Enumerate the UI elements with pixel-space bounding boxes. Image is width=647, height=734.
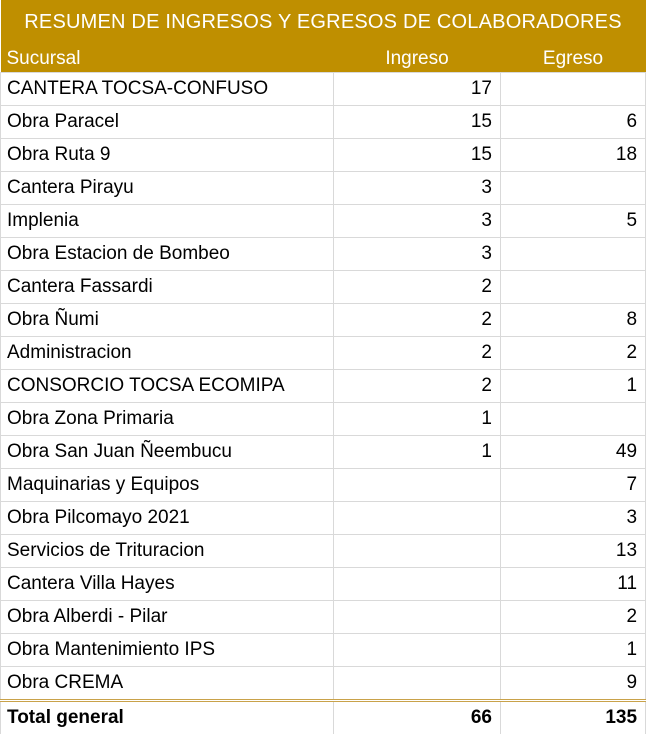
cell-sucursal[interactable]: CANTERA TOCSA-CONFUSO [0,72,334,106]
cell-egreso[interactable]: 18 [499,138,647,172]
cell-egreso[interactable]: 7 [499,468,647,502]
cell-ingreso[interactable]: 2 [333,336,501,370]
cell-egreso[interactable]: 3 [499,501,647,535]
cell-egreso[interactable]: 1 [499,369,647,403]
cell-egreso[interactable]: 49 [499,435,647,469]
cell-sucursal[interactable]: Cantera Pirayu [0,171,334,205]
cell-ingreso[interactable]: 17 [333,72,501,106]
cell-ingreso[interactable] [333,666,501,701]
table-row: Obra Paracel 15 6 [0,105,647,139]
cell-ingreso[interactable]: 15 [333,138,501,172]
cell-sucursal[interactable]: Cantera Villa Hayes [0,567,334,601]
table-row: Implenia 3 5 [0,204,647,238]
cell-egreso[interactable]: 9 [499,666,647,701]
table-row: Obra Alberdi - Pilar 2 [0,600,647,634]
total-separator-line [0,699,646,703]
table-row: Cantera Fassardi 2 [0,270,647,304]
cell-ingreso[interactable] [333,534,501,568]
cell-sucursal[interactable]: Obra Zona Primaria [0,402,334,436]
cell-ingreso[interactable]: 15 [333,105,501,139]
cell-sucursal[interactable]: Obra Paracel [0,105,334,139]
cell-egreso[interactable]: 2 [499,336,647,370]
header-ingreso[interactable]: Ingreso [333,44,501,73]
total-row: Total general 66 135 [0,702,647,734]
table-row: CANTERA TOCSA-CONFUSO 17 [0,72,647,106]
cell-ingreso[interactable] [333,468,501,502]
cell-sucursal[interactable]: Obra Ruta 9 [0,138,334,172]
total-label[interactable]: Total general [0,702,334,734]
cell-egreso[interactable]: 6 [499,105,647,139]
cell-ingreso[interactable] [333,600,501,634]
cell-ingreso[interactable]: 3 [333,237,501,271]
table-row: Obra Ñumi 2 8 [0,303,647,337]
cell-sucursal[interactable]: Obra CREMA [0,666,334,701]
cell-sucursal[interactable]: Administracion [0,336,334,370]
total-separator [0,699,646,703]
cell-egreso[interactable]: 8 [499,303,647,337]
cell-ingreso[interactable]: 1 [333,435,501,469]
header-sucursal[interactable]: Sucursal [0,44,334,73]
cell-sucursal[interactable]: Implenia [0,204,334,238]
table-title: RESUMEN DE INGRESOS Y EGRESOS DE COLABOR… [0,0,646,44]
cell-egreso[interactable] [499,270,647,304]
table-row: Obra CREMA 9 [0,666,647,701]
cell-egreso[interactable]: 2 [499,600,647,634]
cell-sucursal[interactable]: Obra Pilcomayo 2021 [0,501,334,535]
cell-ingreso[interactable]: 2 [333,369,501,403]
cell-egreso[interactable] [499,72,647,106]
table-row: Obra San Juan Ñeembucu 1 49 [0,435,647,469]
title-row: RESUMEN DE INGRESOS Y EGRESOS DE COLABOR… [0,0,646,44]
table-row: CONSORCIO TOCSA ECOMIPA 2 1 [0,369,647,403]
table-row: Cantera Villa Hayes 11 [0,567,647,601]
header-row: Sucursal Ingreso Egreso [0,44,646,73]
cell-ingreso[interactable] [333,633,501,667]
header-egreso[interactable]: Egreso [500,44,646,73]
total-ingreso[interactable]: 66 [333,702,501,734]
cell-sucursal[interactable]: Obra Mantenimiento IPS [0,633,334,667]
cell-egreso[interactable] [499,237,647,271]
table-row: Obra Mantenimiento IPS 1 [0,633,647,667]
table-row: Obra Zona Primaria 1 [0,402,647,436]
table-row: Servicios de Trituracion 13 [0,534,647,568]
table-row: Cantera Pirayu 3 [0,171,647,205]
cell-egreso[interactable]: 1 [499,633,647,667]
cell-ingreso[interactable]: 1 [333,402,501,436]
cell-sucursal[interactable]: Servicios de Trituracion [0,534,334,568]
table-row: Obra Estacion de Bombeo 3 [0,237,647,271]
cell-egreso[interactable]: 11 [499,567,647,601]
cell-sucursal[interactable]: Maquinarias y Equipos [0,468,334,502]
cell-ingreso[interactable]: 2 [333,303,501,337]
cell-ingreso[interactable] [333,567,501,601]
cell-ingreso[interactable]: 2 [333,270,501,304]
cell-egreso[interactable] [499,171,647,205]
table-row: Maquinarias y Equipos 7 [0,468,647,502]
table-row: Obra Ruta 9 15 18 [0,138,647,172]
cell-egreso[interactable]: 13 [499,534,647,568]
cell-ingreso[interactable]: 3 [333,204,501,238]
cell-sucursal[interactable]: Cantera Fassardi [0,270,334,304]
cell-egreso[interactable]: 5 [499,204,647,238]
cell-ingreso[interactable]: 3 [333,171,501,205]
table-row: Obra Pilcomayo 2021 3 [0,501,647,535]
cell-sucursal[interactable]: CONSORCIO TOCSA ECOMIPA [0,369,334,403]
cell-sucursal[interactable]: Obra Estacion de Bombeo [0,237,334,271]
total-egreso[interactable]: 135 [499,702,647,734]
cell-sucursal[interactable]: Obra Ñumi [0,303,334,337]
cell-ingreso[interactable] [333,501,501,535]
cell-egreso[interactable] [499,402,647,436]
cell-sucursal[interactable]: Obra San Juan Ñeembucu [0,435,334,469]
table-row: Administracion 2 2 [0,336,647,370]
cell-sucursal[interactable]: Obra Alberdi - Pilar [0,600,334,634]
